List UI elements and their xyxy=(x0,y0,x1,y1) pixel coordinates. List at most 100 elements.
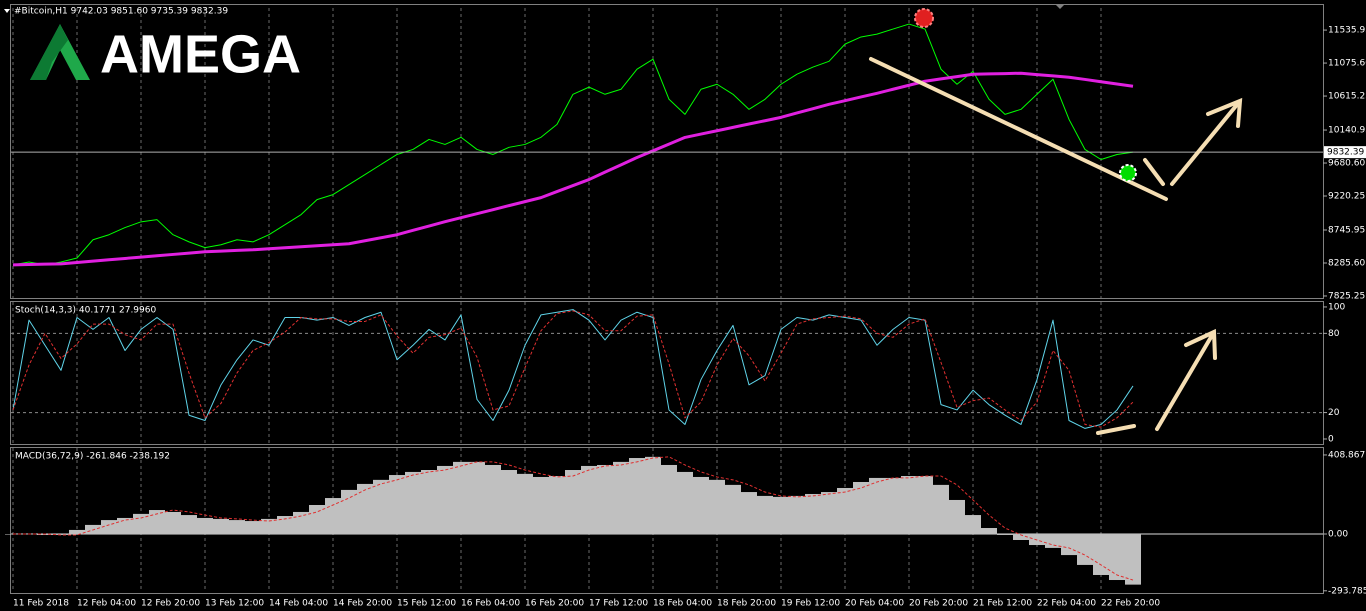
histogram-bar xyxy=(53,534,69,535)
y-tick-label: 11075.60 xyxy=(1328,59,1366,69)
low-marker xyxy=(1119,164,1137,182)
x-tick-label: 20 Feb 20:00 xyxy=(909,599,968,609)
x-tick-label: 21 Feb 12:00 xyxy=(973,599,1032,609)
logo-text: AMEGA xyxy=(100,24,301,84)
y-tick-label: 100 xyxy=(1328,302,1345,312)
current-price-box xyxy=(1324,146,1366,159)
histogram-bar xyxy=(1061,534,1077,556)
y-tick-label: -293.785 xyxy=(1328,586,1366,596)
histogram-bar xyxy=(277,516,293,534)
histogram-bar xyxy=(549,476,565,534)
trend-line xyxy=(1143,158,1165,186)
annotations xyxy=(869,57,1243,435)
y-tick-label: 11535.95 xyxy=(1328,26,1366,36)
histogram-bar xyxy=(757,495,773,534)
histogram-bar xyxy=(645,456,661,534)
x-tick-label: 18 Feb 04:00 xyxy=(653,599,712,609)
histogram-bar xyxy=(997,534,1013,535)
histogram-bar xyxy=(373,479,389,534)
histogram-bar xyxy=(69,529,85,534)
series-line xyxy=(13,456,1134,581)
current-price-label: 9832.39 xyxy=(1327,148,1364,158)
x-tick-label: 20 Feb 04:00 xyxy=(845,599,904,609)
histogram-bar xyxy=(1109,534,1125,581)
histogram-bar xyxy=(837,487,853,534)
x-tick-label: 16 Feb 20:00 xyxy=(525,599,584,609)
y-tick-label: 408.867 xyxy=(1328,450,1365,460)
histogram-bar xyxy=(245,521,261,534)
histogram-bar xyxy=(773,496,789,534)
histogram-bar xyxy=(1077,534,1093,565)
x-tick-label: 18 Feb 20:00 xyxy=(717,599,776,609)
x-tick-label: 17 Feb 12:00 xyxy=(589,599,648,609)
series-line xyxy=(12,23,1134,266)
histogram-bar xyxy=(261,518,277,534)
x-tick-label: 14 Feb 04:00 xyxy=(269,599,328,609)
histogram-bar xyxy=(405,471,421,534)
histogram-bar xyxy=(293,511,309,534)
x-tick-label: 12 Feb 04:00 xyxy=(77,599,136,609)
histogram-bar xyxy=(421,470,437,534)
arrow xyxy=(1170,97,1243,186)
y-tick-label: 7825.25 xyxy=(1328,291,1365,301)
x-tick-label: 16 Feb 04:00 xyxy=(461,599,520,609)
histogram-bar xyxy=(917,476,933,534)
histogram-bar xyxy=(725,484,741,534)
histogram-bar xyxy=(629,458,645,534)
histogram-bar xyxy=(1045,534,1061,548)
x-tick-label: 14 Feb 20:00 xyxy=(333,599,392,609)
histogram-bar xyxy=(869,477,885,534)
histogram-bar xyxy=(149,510,165,534)
histogram-bar xyxy=(821,492,837,534)
histogram-bar xyxy=(709,479,725,534)
y-tick-label: 8285.60 xyxy=(1328,258,1365,268)
histogram-bar xyxy=(341,489,357,534)
x-tick-label: 11 Feb 2018 xyxy=(13,599,69,609)
histogram-bar xyxy=(165,511,181,534)
panel-title: Stoch(14,3,3) 40.1771 27.9960 xyxy=(15,306,156,316)
histogram-bar xyxy=(1125,534,1141,585)
y-tick-label: 10615.25 xyxy=(1328,92,1366,102)
panel-title: MACD(36,72,9) -261.846 -238.192 xyxy=(15,452,170,462)
histogram-bar xyxy=(117,517,133,534)
histogram-bar xyxy=(357,483,373,534)
price-panel xyxy=(10,4,1324,299)
x-tick-label: 13 Feb 12:00 xyxy=(205,599,264,609)
histogram-bar xyxy=(613,461,629,534)
x-tick-label: 19 Feb 12:00 xyxy=(781,599,840,609)
histogram-bar xyxy=(965,515,981,534)
histogram-bar xyxy=(693,476,709,534)
histogram-bar xyxy=(501,470,517,534)
x-tick-label: 15 Feb 12:00 xyxy=(397,599,456,609)
macd-panel xyxy=(10,447,1324,594)
series-line xyxy=(12,71,1134,267)
y-tick-label: 80 xyxy=(1328,329,1340,339)
series-line xyxy=(12,310,1134,428)
histogram-bar xyxy=(213,518,229,534)
y-tick-label: 8745.95 xyxy=(1328,226,1365,236)
histogram-bar xyxy=(533,476,549,534)
histogram-bar xyxy=(661,464,677,534)
histogram-bar xyxy=(389,475,405,534)
x-tick-label: 22 Feb 20:00 xyxy=(1101,599,1160,609)
histogram-bar xyxy=(741,492,757,534)
histogram-bar xyxy=(517,473,533,534)
series-line xyxy=(12,309,1134,429)
menu-triangle xyxy=(1056,5,1064,9)
y-tick-label: 10140.95 xyxy=(1328,126,1366,136)
stoch-panel xyxy=(10,301,1324,445)
histogram-bar xyxy=(981,528,997,534)
y-tick-label: 9680.60 xyxy=(1328,159,1365,169)
panel-title: #Bitcoin,H1 9742.03 9851.60 9735.39 9832… xyxy=(14,7,228,17)
histogram-bar xyxy=(677,471,693,534)
histogram-bar xyxy=(565,470,581,534)
arrow xyxy=(1155,328,1217,431)
logo-mark xyxy=(30,24,68,80)
histogram-bar xyxy=(197,517,213,534)
histogram-bar xyxy=(853,481,869,534)
peak-marker xyxy=(914,8,934,28)
histogram-bar xyxy=(1093,534,1109,575)
histogram-bar xyxy=(469,461,485,534)
x-tick-label: 12 Feb 20:00 xyxy=(141,599,200,609)
